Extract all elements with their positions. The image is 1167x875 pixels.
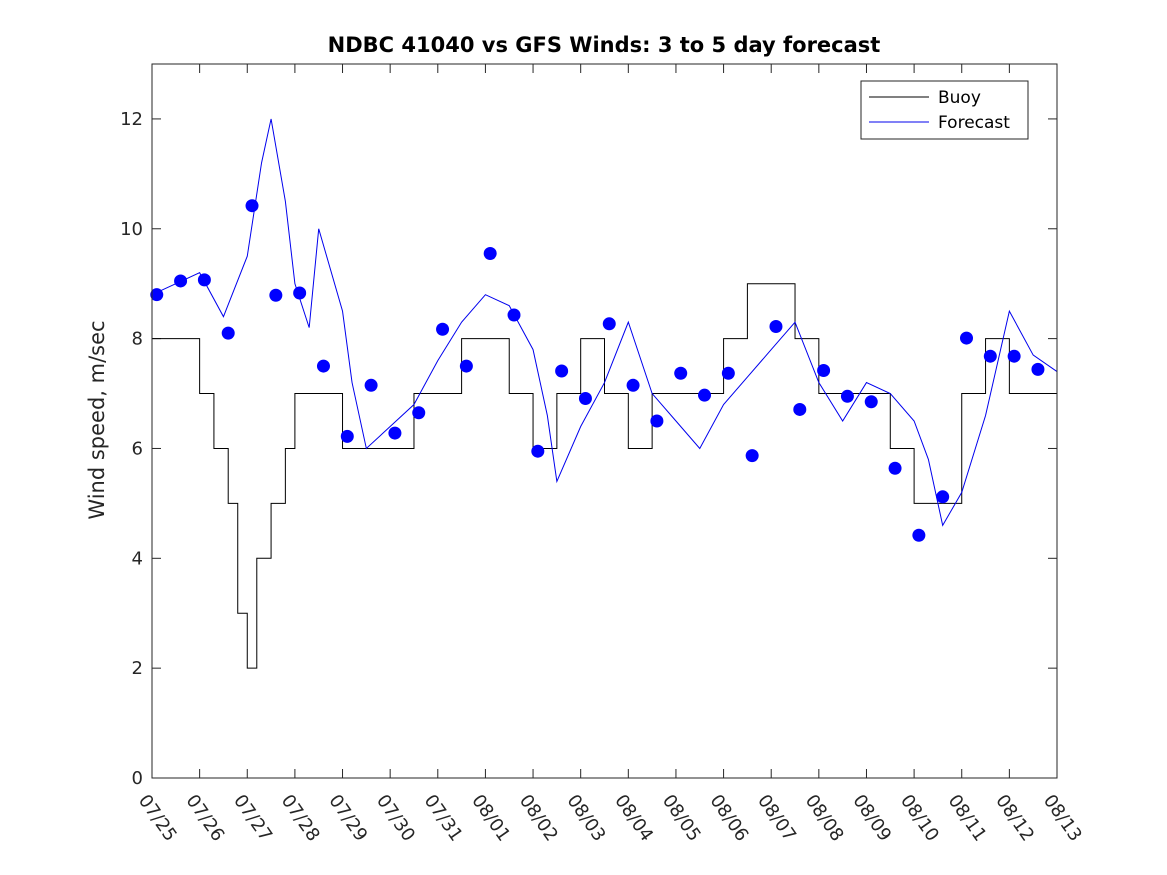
forecast-marker-point [936,490,950,504]
forecast-marker-point [459,359,473,373]
forecast-marker-point [555,364,569,378]
forecast-marker-point [174,274,188,288]
chart-title: NDBC 41040 vs GFS Winds: 3 to 5 day fore… [328,33,881,57]
forecast-marker-point [340,429,354,443]
legend-buoy-label: Buoy [938,88,981,108]
forecast-marker-point [817,363,831,377]
forecast-marker-point [793,402,807,416]
forecast-marker-point [436,322,450,336]
y-tick-label: 0 [132,768,143,789]
y-tick-label: 8 [132,329,143,350]
y-tick-label: 2 [132,658,143,679]
forecast-marker-point [245,199,259,213]
forecast-marker-point [674,366,688,380]
y-tick-label: 6 [132,438,143,459]
forecast-series-line [151,118,1058,527]
forecast-marker-point [150,288,164,302]
buoy-series-line [152,283,1057,669]
y-tick-label: 10 [120,219,143,240]
forecast-marker-point [388,426,402,440]
forecast-marker-point [1031,362,1045,376]
forecast-marker-point [531,444,545,458]
forecast-marker-point [960,331,973,345]
forecast-marker-point [197,273,211,287]
forecast-marker-point [650,414,664,428]
forecast-marker-point [864,395,878,409]
forecast-marker-point [316,359,330,373]
forecast-marker-point [840,389,854,403]
legend-forecast-label: Forecast [938,113,1010,133]
plot-frame [151,63,1058,779]
series-layer [150,118,1058,669]
y-axis-label: Wind speed, m/sec [85,320,109,519]
forecast-marker-point [745,449,759,463]
forecast-marker-point [221,326,235,340]
forecast-marker-point [888,461,902,475]
forecast-marker-point [626,378,640,392]
forecast-marker-point [578,391,592,405]
forecast-marker-point [507,308,521,322]
forecast-marker-point [1007,349,1021,363]
forecast-marker-point [483,246,497,260]
forecast-marker-point [698,388,712,402]
y-tick-label: 4 [132,548,143,569]
forecast-marker-point [293,286,307,300]
forecast-marker-point [721,366,735,380]
forecast-marker-point [769,320,783,334]
forecast-marker-point [602,317,616,331]
legend: Buoy Forecast [860,80,1029,140]
forecast-marker-point [364,378,378,392]
legend-box [860,80,1029,140]
forecast-marker-point [983,349,997,363]
forecast-marker-point [912,528,926,542]
forecast-marker-point [269,288,283,302]
forecast-marker-point [412,406,426,420]
y-tick-label: 12 [120,109,143,130]
y-tick-labels: 0 2 4 6 8 10 12 [120,109,143,789]
plot-area [152,64,1057,778]
